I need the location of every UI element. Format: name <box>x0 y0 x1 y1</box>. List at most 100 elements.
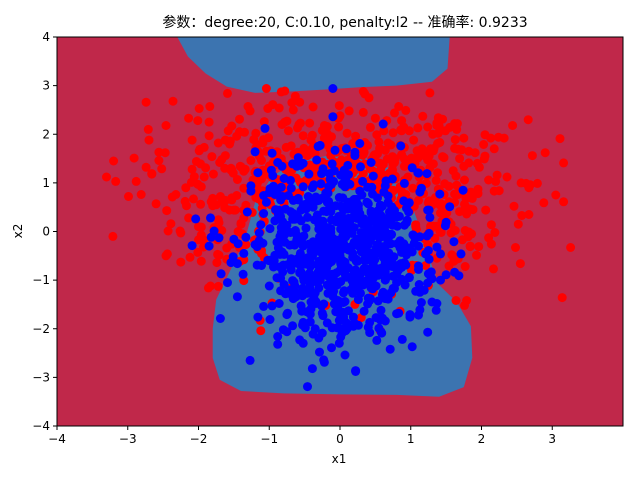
data-point <box>207 152 217 162</box>
data-point <box>540 148 550 158</box>
data-point <box>232 175 242 184</box>
data-point <box>212 258 222 268</box>
data-point <box>344 106 354 116</box>
data-point <box>432 242 442 252</box>
y-tick-label: −1 <box>32 273 50 287</box>
data-point <box>310 215 319 225</box>
data-point <box>414 280 424 289</box>
data-point <box>384 215 394 225</box>
data-point <box>377 328 387 338</box>
data-point <box>187 135 197 145</box>
data-point <box>124 192 133 201</box>
data-point <box>402 250 411 260</box>
data-point <box>436 275 445 285</box>
data-point <box>465 242 475 252</box>
data-point <box>211 200 221 210</box>
data-point <box>455 154 465 164</box>
data-point <box>473 184 483 194</box>
data-point <box>460 300 469 310</box>
data-point <box>239 183 249 193</box>
data-point <box>282 327 292 337</box>
data-point <box>223 88 232 98</box>
data-point <box>460 175 469 185</box>
data-point <box>274 299 284 308</box>
data-point <box>363 182 373 192</box>
data-point <box>557 293 567 303</box>
x-tick-label: 3 <box>548 432 556 446</box>
data-point <box>154 156 164 165</box>
data-point <box>240 164 250 174</box>
chart-title: 参数：degree:20, C:0.10, penalty:l2 -- 准确率:… <box>162 14 527 31</box>
data-point <box>454 271 464 281</box>
data-point <box>363 227 373 236</box>
data-point <box>399 161 409 171</box>
data-point <box>193 247 203 257</box>
data-point <box>337 179 347 189</box>
data-point <box>245 355 255 365</box>
data-point <box>220 151 230 161</box>
data-point <box>341 144 351 154</box>
data-point <box>298 131 308 141</box>
data-point <box>462 209 472 219</box>
data-point <box>309 292 319 302</box>
data-point <box>257 261 266 270</box>
data-point <box>378 287 388 297</box>
data-point <box>317 169 327 179</box>
data-point <box>363 299 373 309</box>
data-point <box>484 233 494 243</box>
data-point <box>370 150 380 160</box>
data-point <box>433 139 443 148</box>
data-point <box>408 183 418 193</box>
data-point <box>361 264 371 273</box>
data-point <box>353 237 363 247</box>
data-point <box>240 127 249 137</box>
data-point <box>330 145 340 155</box>
data-point <box>409 135 419 145</box>
data-point <box>187 241 197 251</box>
data-point <box>306 304 316 314</box>
data-point <box>251 193 261 202</box>
data-point <box>441 270 451 280</box>
data-point <box>293 153 303 163</box>
data-point <box>491 176 501 186</box>
data-point <box>314 333 324 343</box>
data-point <box>215 314 225 323</box>
data-point <box>378 159 388 169</box>
data-point <box>276 195 286 205</box>
data-point <box>312 260 322 270</box>
data-point <box>269 262 278 272</box>
data-point <box>363 198 373 208</box>
data-point <box>298 283 307 293</box>
data-point <box>440 221 450 231</box>
data-point <box>419 146 428 156</box>
data-point <box>397 334 407 344</box>
data-point <box>353 320 363 330</box>
data-point <box>163 226 173 236</box>
data-point <box>228 252 238 262</box>
data-point <box>270 250 280 260</box>
data-point <box>413 123 423 133</box>
data-point <box>144 135 154 145</box>
data-point <box>523 115 533 125</box>
data-point <box>286 175 295 185</box>
data-point <box>402 215 412 225</box>
data-point <box>358 149 368 159</box>
data-point <box>205 102 215 111</box>
data-point <box>352 198 362 208</box>
data-point <box>559 158 569 168</box>
data-point <box>551 190 561 200</box>
data-point <box>312 155 322 165</box>
data-point <box>351 131 361 141</box>
data-point <box>515 259 525 269</box>
data-point <box>415 287 425 297</box>
data-point <box>266 165 276 175</box>
data-point <box>400 280 410 290</box>
data-point <box>223 278 232 288</box>
data-point <box>458 185 468 195</box>
plot-area <box>57 37 623 426</box>
data-point <box>332 323 342 333</box>
data-point <box>175 226 185 236</box>
x-tick-label: −1 <box>260 432 278 446</box>
data-point <box>232 131 242 141</box>
data-point <box>193 116 203 126</box>
